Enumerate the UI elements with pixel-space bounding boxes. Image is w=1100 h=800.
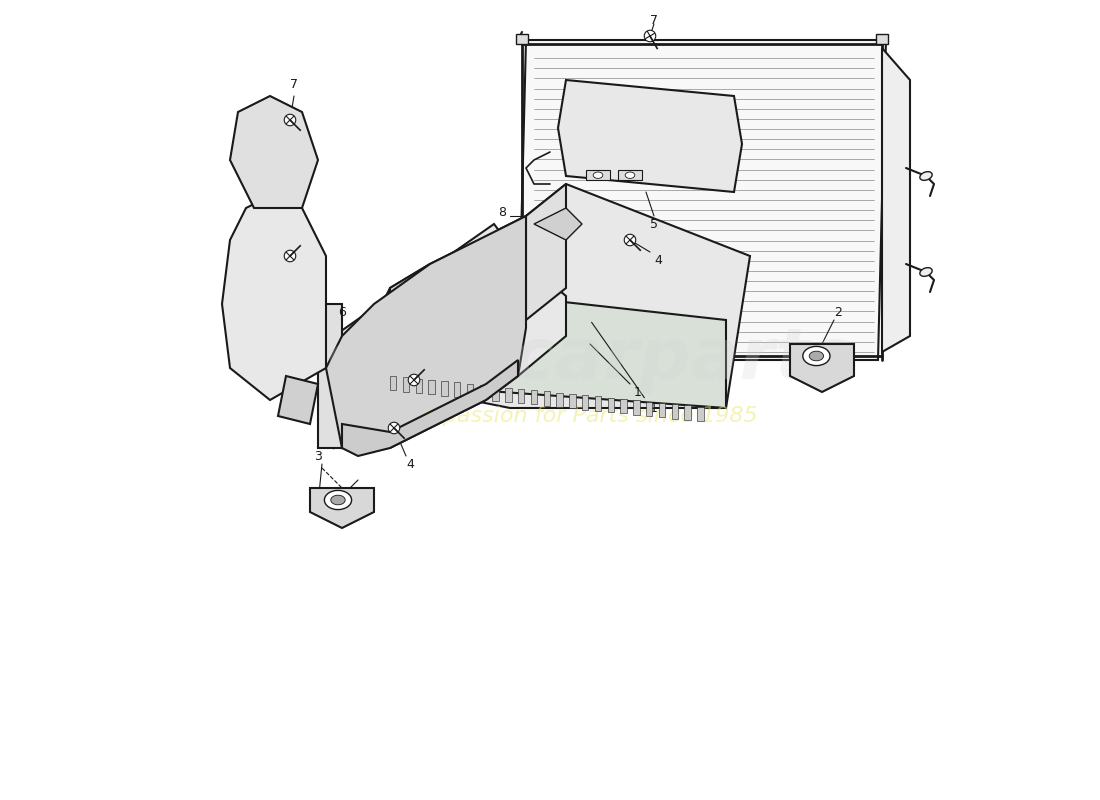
Bar: [697, 406, 704, 421]
Bar: [634, 400, 639, 414]
Bar: [505, 387, 512, 402]
Bar: [684, 406, 691, 420]
Polygon shape: [790, 344, 854, 392]
Text: 5: 5: [650, 218, 658, 230]
Polygon shape: [350, 184, 750, 408]
Text: 4: 4: [406, 458, 414, 470]
Bar: [569, 394, 575, 408]
Text: 4: 4: [654, 254, 662, 266]
Bar: [672, 404, 678, 418]
Bar: [480, 385, 486, 399]
Bar: [876, 34, 889, 44]
Text: 6: 6: [338, 306, 345, 318]
Bar: [531, 390, 537, 405]
Polygon shape: [534, 208, 582, 240]
Polygon shape: [310, 488, 374, 528]
Bar: [518, 389, 525, 403]
Text: 7: 7: [650, 14, 658, 26]
Polygon shape: [318, 224, 566, 448]
Text: 1: 1: [650, 402, 658, 414]
Bar: [516, 34, 528, 44]
Ellipse shape: [624, 234, 636, 246]
Ellipse shape: [324, 490, 352, 510]
Ellipse shape: [920, 172, 932, 180]
Ellipse shape: [920, 268, 932, 276]
Polygon shape: [882, 48, 910, 352]
Ellipse shape: [284, 114, 296, 126]
Bar: [607, 398, 614, 412]
Bar: [620, 399, 627, 414]
Text: 2: 2: [834, 306, 842, 318]
Ellipse shape: [284, 250, 296, 262]
Bar: [595, 397, 602, 411]
Bar: [618, 170, 642, 180]
Bar: [557, 393, 563, 407]
Ellipse shape: [645, 30, 656, 42]
Text: 7: 7: [290, 78, 298, 90]
Bar: [493, 386, 498, 401]
Polygon shape: [342, 360, 518, 456]
Polygon shape: [278, 376, 318, 424]
Polygon shape: [558, 80, 743, 192]
Ellipse shape: [408, 374, 420, 386]
Ellipse shape: [331, 495, 345, 505]
Ellipse shape: [388, 422, 399, 434]
Bar: [543, 391, 550, 406]
Polygon shape: [334, 344, 518, 448]
Polygon shape: [518, 40, 886, 360]
Text: eurocarparts: eurocarparts: [327, 326, 854, 394]
Polygon shape: [526, 184, 566, 320]
Bar: [586, 170, 611, 180]
Polygon shape: [222, 192, 326, 400]
Text: 9: 9: [306, 346, 313, 358]
Polygon shape: [318, 304, 342, 448]
Bar: [582, 395, 588, 410]
Bar: [428, 380, 435, 394]
Bar: [416, 378, 422, 393]
Bar: [659, 403, 666, 418]
Bar: [646, 402, 652, 416]
Bar: [454, 382, 461, 397]
Ellipse shape: [593, 172, 603, 178]
Text: 8: 8: [498, 206, 506, 218]
Polygon shape: [390, 264, 726, 408]
Text: 3: 3: [315, 450, 322, 462]
Ellipse shape: [803, 346, 830, 366]
Ellipse shape: [810, 351, 824, 361]
Text: 1: 1: [634, 386, 642, 398]
Bar: [403, 378, 409, 392]
Polygon shape: [230, 96, 318, 208]
Polygon shape: [326, 216, 526, 448]
Bar: [466, 384, 473, 398]
Ellipse shape: [625, 172, 635, 178]
Bar: [441, 381, 448, 395]
Text: a passion for Parts since 1985: a passion for Parts since 1985: [422, 406, 758, 426]
Bar: [390, 376, 396, 390]
